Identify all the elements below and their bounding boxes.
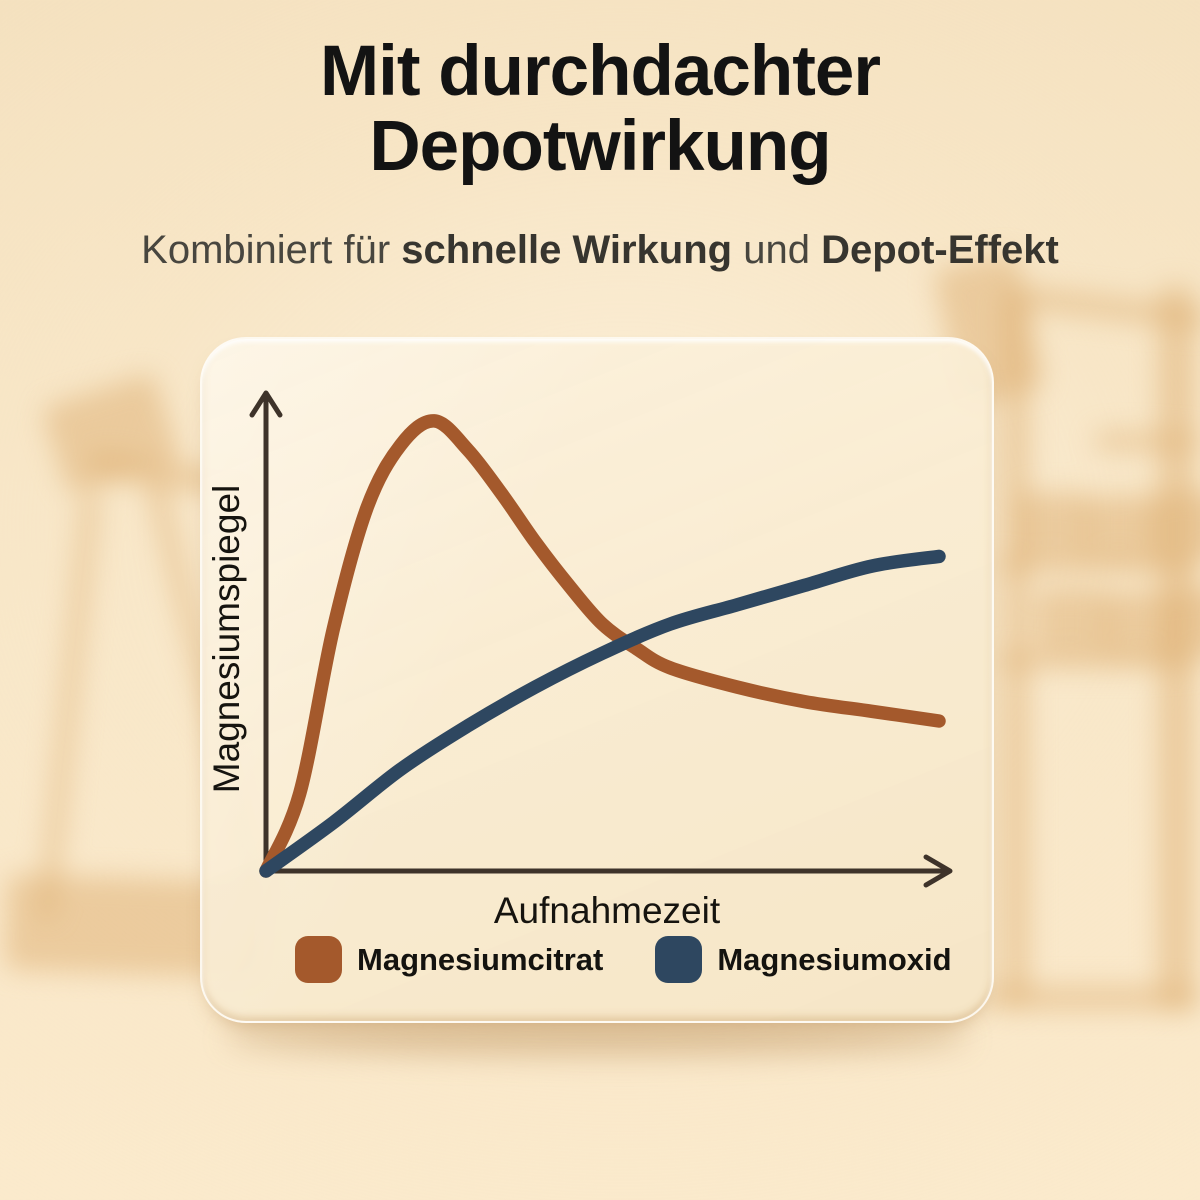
card-shadow <box>225 1022 970 1056</box>
legend-item-magnesiumoxid: Magnesiumoxid <box>655 936 952 983</box>
legend-label: Magnesiumoxid <box>717 941 952 977</box>
legend-label: Magnesiumcitrat <box>357 941 604 977</box>
y-axis-label: Magnesiumspiegel <box>206 485 247 794</box>
magnesiumoxid-color-swatch <box>655 936 703 983</box>
magnesiumoxid-curve <box>259 549 946 878</box>
dumbbell-silhouette <box>1148 492 1200 558</box>
subtitle-text: Kombiniert für <box>141 228 402 272</box>
y-axis-arrowhead-icon <box>249 390 283 418</box>
dumbbell-silhouette <box>1016 492 1090 558</box>
header: Mit durchdachter Depotwirkung Kombiniert… <box>0 34 1200 273</box>
x-axis-arrowhead-icon <box>923 854 953 888</box>
absorption-line-chart: Aufnahmezeit Magnesiumspiegel <box>206 390 953 931</box>
rack-foot-silhouette <box>986 986 1200 1010</box>
dumbbell-silhouette <box>1102 592 1176 658</box>
page-title-line-2: Depotwirkung <box>369 107 831 186</box>
page-subtitle: Kombiniert für schnelle Wirkung und Depo… <box>0 228 1200 273</box>
magnesiumcitrat-color-swatch <box>295 936 342 983</box>
rack-rung-silhouette <box>1095 432 1200 450</box>
chart-legend: Magnesiumcitrat Magnesiumoxid <box>202 936 992 983</box>
dumbbell-silhouette <box>1036 588 1110 654</box>
dumbbell-silhouette <box>1082 496 1156 562</box>
page-title-line-1: Mit durchdachter <box>320 32 881 111</box>
magnesiumcitrat-curve <box>259 414 946 878</box>
dumbbell-silhouette <box>1168 588 1200 654</box>
legend-item-magnesiumcitrat: Magnesiumcitrat <box>295 936 603 983</box>
x-axis-label: Aufnahmezeit <box>494 890 721 931</box>
subtitle-text: und <box>732 228 822 272</box>
chart-card: Aufnahmezeit Magnesiumspiegel Magnesiumc… <box>200 337 994 1023</box>
page-title: Mit durchdachter Depotwirkung <box>0 34 1200 184</box>
subtitle-highlight-depot-effect: Depot-Effekt <box>821 228 1059 272</box>
subtitle-highlight-fast-effect: schnelle Wirkung <box>401 228 733 272</box>
treadmill-left-rail-silhouette <box>37 492 100 922</box>
